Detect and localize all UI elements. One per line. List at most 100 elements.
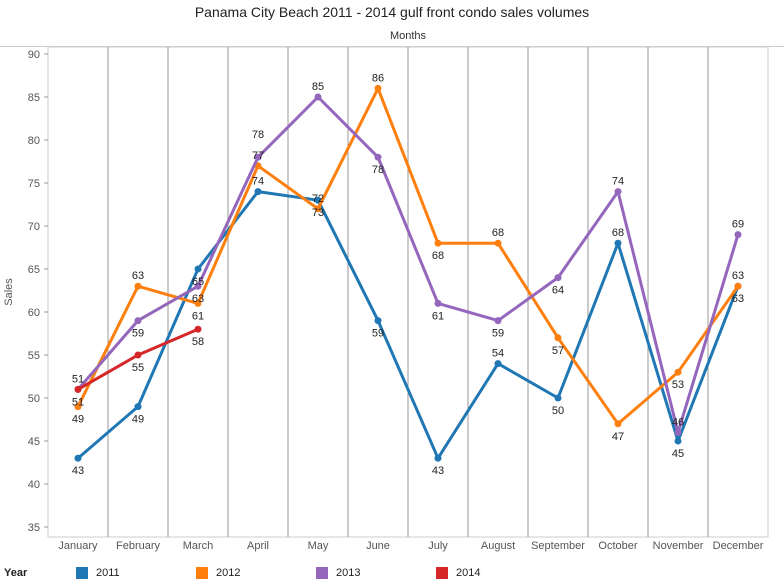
legend-title: Year (4, 567, 28, 579)
y-tick-label: 70 (28, 221, 40, 233)
data-point-2012 (674, 368, 682, 376)
y-tick-label: 65 (28, 264, 40, 276)
data-label-2014: 58 (192, 336, 204, 348)
data-label-2013: 51 (72, 396, 84, 408)
data-point-2011 (494, 360, 502, 368)
data-label-2013: 59 (132, 328, 144, 340)
x-tick-label: October (598, 540, 637, 552)
legend-label: 2011 (96, 567, 120, 579)
data-label-2013: 64 (552, 285, 564, 297)
data-point-2011 (674, 437, 682, 445)
data-point-2012 (194, 299, 202, 307)
y-axis-label: Sales (3, 278, 15, 306)
data-point-2013 (434, 299, 442, 307)
data-label-2013: 78 (372, 164, 384, 176)
y-tick-label: 50 (28, 393, 40, 405)
data-label-2011: 63 (732, 270, 744, 282)
data-label-2011: 73 (312, 207, 324, 219)
data-label-2013: 63 (192, 293, 204, 305)
data-point-2014 (134, 351, 142, 359)
data-label-2012: 61 (192, 310, 204, 322)
x-axis-header: Months (389, 30, 427, 42)
legend-item-2014[interactable]: 2014 (436, 567, 480, 579)
data-label-2013: 69 (732, 219, 744, 231)
data-point-2011 (74, 454, 82, 462)
data-label-2011: 50 (552, 405, 564, 417)
y-tick-label: 75 (28, 178, 40, 190)
data-label-2011: 65 (192, 276, 204, 288)
line-chart: 35 40 45 50 55 60 65 70 75 80 85 90 January February M… (0, 46, 784, 552)
data-point-2014 (74, 385, 82, 393)
data-label-2011: 43 (432, 465, 444, 477)
data-point-2013 (614, 188, 622, 196)
data-point-2012 (554, 334, 562, 342)
data-point-2013 (554, 274, 562, 282)
data-label-2011: 49 (132, 414, 144, 426)
data-label-2012: 72 (312, 193, 324, 205)
x-tick-label: December (713, 540, 764, 552)
y-tick-label: 80 (28, 135, 40, 147)
data-label-2012: 53 (672, 379, 684, 391)
data-label-2013: 85 (312, 81, 324, 93)
data-label-2011: 74 (252, 176, 264, 188)
data-point-2011 (434, 454, 442, 462)
data-point-2012 (614, 420, 622, 428)
series-line-2012 (76, 86, 740, 426)
data-point-2012 (734, 282, 742, 290)
data-point-2014 (194, 325, 202, 333)
data-label-2013: 46 (672, 416, 684, 428)
legend-label: 2012 (216, 567, 241, 579)
data-point-2012 (374, 84, 382, 92)
data-point-2012 (494, 239, 502, 247)
data-label-2012: 86 (372, 72, 384, 84)
legend-swatch (196, 567, 208, 579)
data-point-2013 (494, 317, 502, 325)
data-label-2011: 43 (72, 465, 84, 477)
x-tick-label: November (653, 540, 704, 552)
data-point-2012 (434, 239, 442, 247)
x-tick-label: April (247, 540, 269, 552)
data-label-2013: 74 (612, 176, 624, 188)
legend-swatch (436, 567, 448, 579)
data-point-2012 (74, 403, 82, 411)
series-line-2013 (76, 95, 740, 434)
legend: Year 2011 2012 2013 2014 (0, 566, 784, 584)
data-label-2012: 63 (732, 293, 744, 305)
y-tick-label: 55 (28, 350, 40, 362)
legend-item-2012[interactable]: 2012 (196, 567, 240, 579)
data-label-2012: 68 (432, 250, 444, 262)
x-tick-label: January (58, 540, 98, 552)
data-label-2011: 68 (612, 227, 624, 239)
data-point-2011 (254, 188, 262, 196)
x-tick-label: February (116, 540, 161, 552)
data-point-2012 (134, 282, 142, 290)
data-point-2013 (374, 153, 382, 161)
legend-label: 2014 (456, 567, 481, 579)
data-label-2011: 54 (492, 348, 504, 360)
y-tick-label: 35 (28, 522, 40, 534)
x-tick-label: July (428, 540, 448, 552)
y-tick-label: 90 (28, 49, 40, 61)
data-label-2011: 59 (372, 328, 384, 340)
y-tick-label: 85 (28, 92, 40, 104)
x-tick-label: September (531, 540, 585, 552)
data-point-2011 (194, 265, 202, 273)
data-label-2013: 61 (432, 310, 444, 322)
legend-label: 2013 (336, 567, 361, 579)
data-point-2013 (674, 428, 682, 436)
data-label-2012: 68 (492, 227, 504, 239)
x-tick-label: March (183, 540, 214, 552)
y-tick-label: 60 (28, 307, 40, 319)
data-point-2013 (254, 153, 262, 161)
x-tick-label: May (308, 540, 329, 552)
data-point-2012 (314, 205, 322, 213)
data-point-2011 (374, 317, 382, 325)
data-label-2014: 55 (132, 362, 144, 374)
legend-swatch (76, 567, 88, 579)
legend-item-2011[interactable]: 2011 (76, 567, 120, 579)
x-tick-label: June (366, 540, 390, 552)
data-point-2011 (614, 239, 622, 247)
data-label-2012: 49 (72, 414, 84, 426)
legend-item-2013[interactable]: 2013 (316, 567, 360, 579)
